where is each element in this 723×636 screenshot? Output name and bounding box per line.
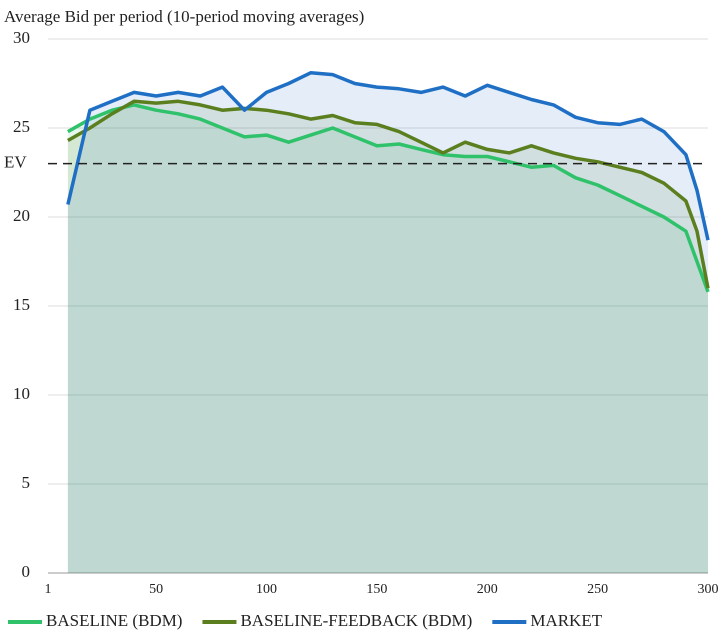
x-tick-label: 200 xyxy=(477,582,498,597)
y-tick-label: 15 xyxy=(13,295,30,314)
series-line xyxy=(66,71,710,241)
legend-label: BASELINE-FEEDBACK (BDM) xyxy=(240,611,472,630)
series-area xyxy=(67,72,709,574)
y-tick-label: 30 xyxy=(13,28,30,47)
x-tick-label: 1 xyxy=(45,582,52,597)
x-tick-label: 300 xyxy=(698,582,719,597)
series-line xyxy=(67,103,710,293)
legend-label: BASELINE (BDM) xyxy=(46,611,182,630)
series-line xyxy=(67,99,710,289)
legend-label: MARKET xyxy=(530,611,602,630)
ev-label: EV xyxy=(4,153,27,172)
x-tick-label: 50 xyxy=(149,582,163,597)
y-tick-label: 20 xyxy=(13,206,30,225)
y-tick-label: 5 xyxy=(22,473,31,492)
chart-title: Average Bid per period (10-period moving… xyxy=(4,7,364,26)
y-tick-label: 10 xyxy=(13,384,30,403)
x-tick-label: 250 xyxy=(587,582,608,597)
x-tick-label: 150 xyxy=(366,582,387,597)
y-tick-label: 0 xyxy=(22,562,31,581)
y-tick-label: 25 xyxy=(13,117,30,136)
x-tick-label: 100 xyxy=(256,582,277,597)
series-area xyxy=(67,104,709,574)
series-area xyxy=(67,101,709,574)
